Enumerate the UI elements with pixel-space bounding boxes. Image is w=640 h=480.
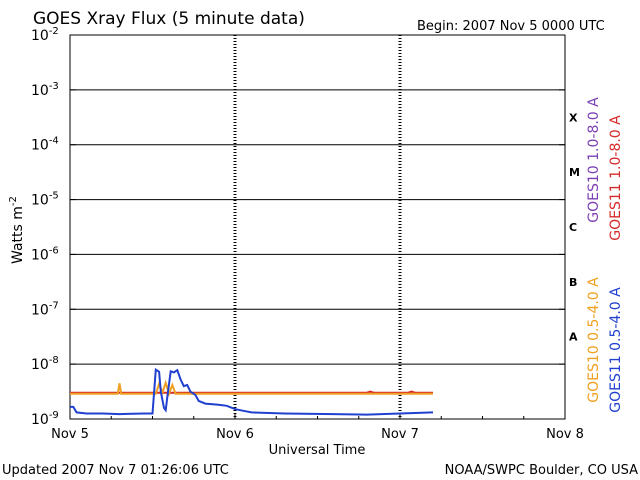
x-axis-ticks: Nov 5 Nov 6 Nov 7 Nov 8: [51, 413, 584, 442]
footer-credit: NOAA/SWPC Boulder, CO USA: [445, 463, 638, 478]
series-line-2: [70, 379, 433, 397]
flare-class-c: C: [569, 221, 577, 234]
x-tick-label: Nov 7: [381, 427, 419, 442]
legend-entry-3: GOES11 0.5-4.0 A: [608, 287, 624, 413]
series-line-1: [70, 390, 433, 394]
y-tick-exponent: -5: [49, 191, 59, 202]
plot-frame: [69, 34, 566, 420]
y-tick-exponent: -8: [49, 355, 59, 366]
series-line-3: [70, 367, 434, 416]
y-tick-exponent: -2: [49, 26, 59, 37]
y-axis-label: Watts m-2: [8, 196, 26, 264]
y-tick-base: 10: [31, 302, 49, 318]
flare-class-m: M: [569, 166, 580, 179]
flare-class-b: B: [569, 276, 577, 289]
y-tick-label: 10-2: [31, 26, 59, 44]
legend-entry-2: GOES10 0.5-4.0 A: [586, 277, 602, 403]
y-tick-base: 10: [31, 357, 49, 373]
data-series: [70, 367, 434, 416]
y-tick-base: 10: [31, 138, 49, 154]
chart-title: GOES Xray Flux (5 minute data): [33, 9, 305, 29]
flare-class-x: X: [569, 111, 578, 124]
y-tick-base: 10: [31, 28, 49, 44]
y-axis-label-exponent: -2: [8, 196, 19, 206]
y-axis-ticks: 10-210-310-410-510-610-710-810-9: [31, 26, 565, 428]
y-tick-label: 10-9: [31, 410, 59, 428]
y-tick-label: 10-7: [31, 300, 59, 318]
flare-class-a: A: [569, 331, 578, 344]
y-axis-label-text: Watts m: [10, 206, 26, 264]
y-tick-base: 10: [31, 193, 49, 209]
legend-entry-1: GOES11 1.0-8.0 A: [608, 115, 624, 241]
y-tick-base: 10: [31, 247, 49, 263]
y-tick-exponent: -7: [49, 300, 59, 311]
y-tick-label: 10-6: [31, 245, 59, 263]
y-tick-base: 10: [31, 412, 49, 428]
begin-label: Begin: 2007 Nov 5 0000 UTC: [417, 19, 605, 34]
y-tick-exponent: -6: [49, 245, 59, 256]
legend-entry-0: GOES10 1.0-8.0 A: [586, 97, 602, 223]
legend: GOES10 1.0-8.0 A GOES11 1.0-8.0 A GOES10 0…: [586, 97, 624, 413]
flare-class-labels: X M C B A: [569, 111, 580, 343]
y-tick-label: 10-8: [31, 355, 59, 373]
x-axis-label: Universal Time: [269, 443, 366, 458]
x-tick-label: Nov 8: [546, 427, 584, 442]
y-tick-exponent: -3: [49, 81, 59, 92]
x-tick-label: Nov 6: [216, 427, 254, 442]
y-tick-exponent: -9: [49, 410, 59, 421]
y-tick-base: 10: [31, 83, 49, 99]
y-tick-exponent: -4: [49, 136, 59, 147]
y-tick-label: 10-3: [31, 81, 59, 99]
y-tick-label: 10-4: [31, 136, 59, 154]
y-tick-label: 10-5: [31, 191, 59, 209]
grid: [70, 35, 565, 419]
footer-updated: Updated 2007 Nov 7 01:26:06 UTC: [2, 463, 229, 478]
x-tick-label: Nov 5: [51, 427, 89, 442]
